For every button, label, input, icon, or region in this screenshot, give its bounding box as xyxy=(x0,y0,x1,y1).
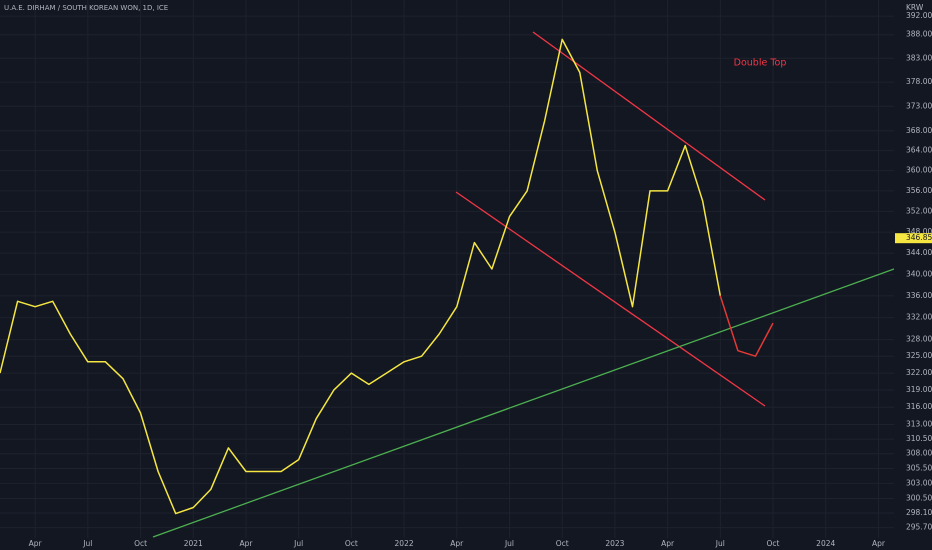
x-tick-label: 2022 xyxy=(395,539,414,548)
y-tick-label: 392.00 xyxy=(906,11,932,20)
x-tick-label: Oct xyxy=(767,539,780,548)
y-tick-label: 336.00 xyxy=(906,291,932,300)
channel-lower xyxy=(455,191,766,407)
y-tick-label: 383.00 xyxy=(906,53,932,62)
y-tick-label: 332.00 xyxy=(906,313,932,322)
x-tick-label: Oct xyxy=(345,539,358,548)
x-tick-label: Apr xyxy=(872,539,886,548)
last-price-box xyxy=(895,233,932,244)
x-tick-label: 2024 xyxy=(816,539,835,548)
ticks: 392.00 388.00 383.00 378.00 373.00 368.00 364.… xyxy=(29,11,932,548)
y-tick-label: 388.00 xyxy=(906,30,932,39)
y-tick-label: 322.00 xyxy=(906,368,932,377)
support-line xyxy=(152,255,931,538)
y-tick-label: 368.00 xyxy=(906,126,932,135)
time-axis xyxy=(0,538,894,550)
x-tick-label: Oct xyxy=(556,539,569,548)
grid xyxy=(0,0,894,538)
y-tick-label: 298.10 xyxy=(906,508,932,517)
y-tick-label: 356.00 xyxy=(906,186,932,195)
price-line xyxy=(719,295,774,357)
x-tick-label: Apr xyxy=(239,539,253,548)
x-tick-label: 2023 xyxy=(605,539,624,548)
x-tick-label: Oct xyxy=(134,539,147,548)
y-tick-label: 310.50 xyxy=(906,434,932,443)
y-tick-label: 319.00 xyxy=(906,385,932,394)
x-tick-label: Apr xyxy=(29,539,43,548)
last-price-label: 346.85 xyxy=(906,233,932,242)
y-tick-label: 303.00 xyxy=(906,478,932,487)
y-tick-label: 295.70 xyxy=(906,523,932,532)
axis-unit: KRW xyxy=(906,3,924,12)
y-tick-label: 373.00 xyxy=(906,101,932,110)
y-tick-label: 328.00 xyxy=(906,335,932,344)
y-tick-label: 364.00 xyxy=(906,146,932,155)
price-axis xyxy=(894,0,932,550)
y-tick-label: 352.00 xyxy=(906,206,932,215)
y-tick-label: 360.00 xyxy=(906,166,932,175)
y-tick-label: 325.00 xyxy=(906,351,932,360)
x-tick-label: 2021 xyxy=(184,539,203,548)
annotation: Double Top xyxy=(734,58,787,69)
x-tick-label: Jul xyxy=(293,539,303,548)
y-tick-label: 305.50 xyxy=(906,464,932,473)
price-lines xyxy=(0,38,774,515)
x-tick-label: Apr xyxy=(661,539,675,548)
y-tick-label: 308.00 xyxy=(906,449,932,458)
price-line xyxy=(0,38,722,515)
channel-upper xyxy=(532,31,766,201)
y-tick-label: 344.00 xyxy=(906,248,932,257)
y-tick-label: 340.00 xyxy=(906,269,932,278)
y-tick-label: 378.00 xyxy=(906,77,932,86)
x-tick-label: Jul xyxy=(715,539,725,548)
chart-title: U.A.E. DIRHAM / SOUTH KOREAN WON, 1D, IC… xyxy=(4,4,168,12)
x-tick-label: Jul xyxy=(82,539,92,548)
y-tick-label: 348.00 xyxy=(906,227,932,236)
x-tick-label: Apr xyxy=(450,539,464,548)
x-tick-label: Jul xyxy=(504,539,514,548)
y-tick-label: 316.00 xyxy=(906,402,932,411)
y-tick-label: 300.50 xyxy=(906,493,932,502)
y-tick-label: 313.00 xyxy=(906,420,932,429)
